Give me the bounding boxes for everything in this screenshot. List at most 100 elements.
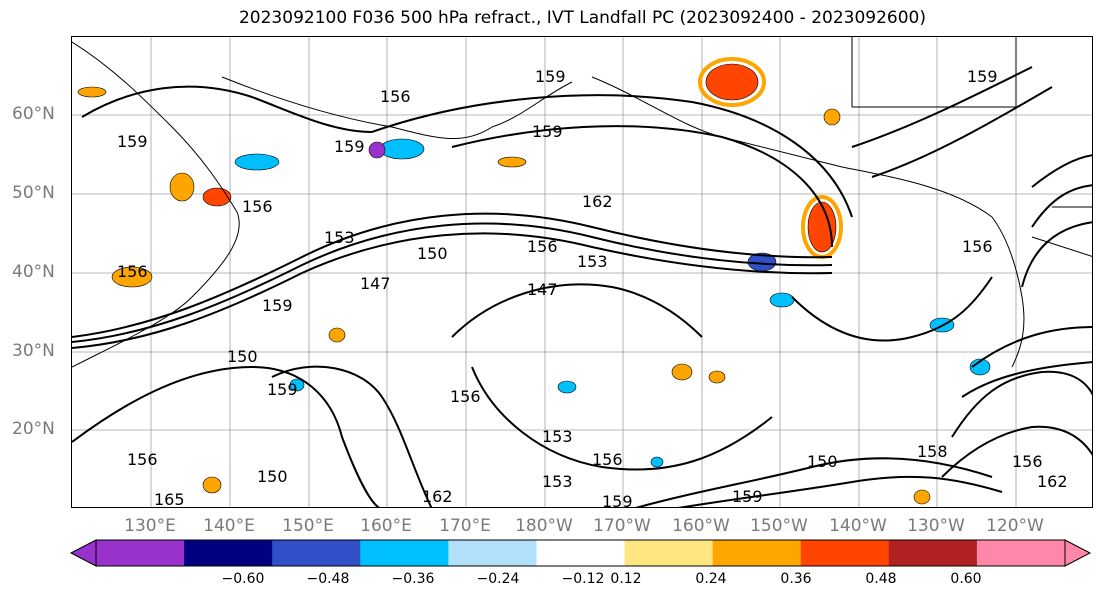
contour-line: [451, 283, 703, 338]
contour-line: [871, 86, 1053, 178]
contour-label: 156: [527, 237, 558, 256]
contour-label: 156: [127, 450, 158, 469]
contour-label: 150: [807, 452, 838, 471]
lon-label-130w: 130°W: [907, 516, 965, 536]
shaded-patch: [557, 380, 577, 394]
colorbar-tick: 0.24: [695, 571, 727, 587]
contour-line: [81, 85, 373, 133]
colorbar-tick: 0.60: [950, 571, 982, 587]
map-panel: 159 159 156 159 159 156 162 150 147 156 …: [71, 36, 1093, 508]
shaded-patch: [807, 201, 837, 253]
colorbar-segment: [184, 540, 273, 566]
colorbar-segment: [96, 540, 185, 566]
contour-line: [851, 66, 1033, 148]
contour-line: [971, 326, 1092, 368]
contour-label: 159: [262, 296, 293, 315]
contour-label: 150: [227, 347, 258, 366]
lon-label-140e: 140°E: [203, 516, 255, 536]
contour-line: [72, 212, 833, 338]
colorbar-tick: 0.36: [780, 571, 812, 587]
colorbar-tick: −0.12: [561, 571, 605, 587]
contour-line: [451, 125, 833, 248]
lon-label-150w: 150°W: [750, 516, 808, 536]
lon-label-170w: 170°W: [593, 516, 651, 536]
colorbar-segment: [800, 540, 890, 566]
contour-line: [941, 425, 1092, 478]
contour-label: 153: [577, 252, 608, 271]
lon-label-150e: 150°E: [282, 516, 334, 536]
map-canvas: 159 159 156 159 159 156 162 150 147 156 …: [72, 37, 1092, 508]
colorbar-segment: [624, 540, 714, 566]
lon-label-140w: 140°W: [829, 516, 887, 536]
colorbar-segment: [360, 540, 449, 566]
contour-label: 156: [1012, 452, 1043, 471]
contour-line: [1021, 221, 1092, 288]
colorbar-tick: −0.24: [476, 571, 520, 587]
contour-label: 162: [1037, 472, 1068, 491]
contour-label: 159: [532, 122, 563, 141]
colorbar-outline: [95, 539, 1066, 567]
lat-label-40n: 40°N: [12, 262, 55, 282]
shaded-patch: [379, 138, 425, 160]
contour-line: [72, 365, 381, 507]
contour-label: 156: [592, 450, 623, 469]
contour-label: 156: [117, 262, 148, 281]
shaded-patch: [169, 172, 195, 202]
colorbar-segment: [448, 540, 537, 566]
colorbar-left-arrow-fill: [71, 540, 96, 566]
shaded-patch: [202, 476, 222, 494]
colorbar-right-arrow-fill: [1065, 540, 1090, 566]
shaded-patch: [77, 86, 107, 98]
contour-label: 159: [967, 67, 998, 86]
shaded-patch: [202, 187, 232, 207]
contour-line: [961, 361, 1092, 398]
shaded-patch: [289, 378, 305, 392]
colorbar-tick: −0.60: [221, 571, 265, 587]
lon-label-180w: 180°W: [515, 516, 573, 536]
contour-line: [72, 222, 833, 343]
contour-line: [371, 94, 853, 218]
contour-line: [1031, 184, 1092, 228]
contour-line: [678, 475, 1003, 507]
lat-label-30n: 30°N: [12, 341, 55, 361]
colorbar-segments: [71, 540, 1090, 566]
shaded-patch: [823, 108, 841, 126]
contour-label: 159: [334, 137, 365, 156]
lon-label-160w: 160°W: [672, 516, 730, 536]
lon-label-130e: 130°E: [124, 516, 176, 536]
contour-label: 156: [450, 387, 481, 406]
graticule: [72, 37, 1092, 507]
shaded-patch: [368, 141, 386, 159]
shaded-patch: [650, 456, 664, 468]
contour-label: 156: [962, 237, 993, 256]
shaded-anomaly-patches: [77, 57, 991, 505]
lon-label-170e: 170°E: [439, 516, 491, 536]
contour-label: 159: [117, 132, 148, 151]
shaded-patch: [671, 363, 693, 381]
shaded-patch: [969, 358, 991, 376]
shaded-patch: [328, 327, 346, 343]
shaded-patch: [769, 292, 795, 308]
shaded-patch: [708, 370, 726, 384]
contour-label: 159: [267, 380, 298, 399]
lat-label-20n: 20°N: [12, 419, 55, 439]
shaded-patch: [234, 153, 280, 171]
contour-label: 153: [324, 228, 355, 247]
shaded-patch: [913, 489, 931, 505]
colorbar-segment: [536, 540, 626, 566]
contour-label: 150: [257, 467, 288, 486]
contour-label: 159: [535, 67, 566, 86]
contour-line: [791, 276, 993, 342]
colorbar-tick: −0.48: [306, 571, 350, 587]
contour-label: 159: [602, 492, 633, 508]
contour-label-group: 159 159 156 159 159 156 162 150 147 156 …: [117, 67, 1068, 508]
contour-line: [271, 365, 433, 507]
lat-label-50n: 50°N: [12, 183, 55, 203]
shaded-patch: [705, 63, 759, 101]
colorbar-segment: [976, 540, 1066, 566]
colorbar-segment: [888, 540, 978, 566]
contour-label: 159: [732, 487, 763, 506]
shaded-patch: [111, 266, 153, 288]
contour-label: 156: [242, 197, 273, 216]
contour-line: [951, 370, 1092, 438]
